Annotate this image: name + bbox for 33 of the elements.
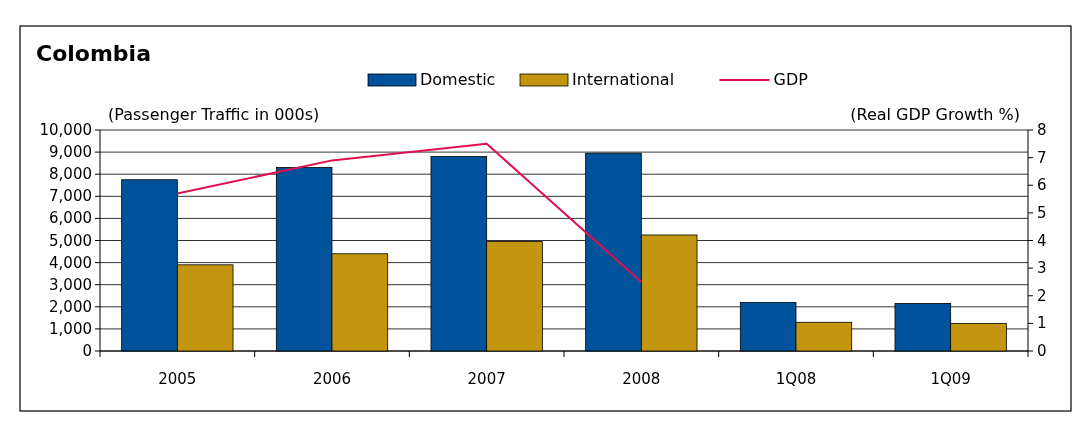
legend-label: Domestic: [420, 70, 496, 89]
y-tick-label: 5,000: [49, 231, 92, 250]
y-tick-label: 0: [82, 342, 92, 360]
y2-tick-label: 8: [1037, 121, 1047, 139]
y-tick-label: 3,000: [49, 275, 92, 294]
y-tick-label: 9,000: [49, 143, 92, 162]
y2-tick-label: 6: [1037, 176, 1047, 195]
y2-tick-label: 0: [1037, 342, 1047, 360]
line-series: [176, 142, 643, 283]
legend-label: International: [572, 70, 675, 89]
x-tick-label: 2007: [467, 370, 506, 388]
y-tick-label: 4,000: [49, 253, 92, 272]
y-tick-label: 6,000: [49, 209, 92, 228]
x-tick-label: 1Q09: [930, 370, 971, 388]
x-tick-label: 1Q08: [775, 370, 817, 388]
y-axis-title: (Passenger Traffic in 000s): [108, 105, 320, 124]
y2-tick-label: 3: [1037, 259, 1047, 278]
chart-title: Colombia: [36, 41, 151, 66]
y2-tick-label: 2: [1037, 286, 1047, 305]
y2-axis-title: (Real GDP Growth %): [850, 105, 1020, 124]
y-tick-label: 8,000: [49, 165, 92, 184]
legend-label: GDP: [773, 70, 809, 89]
y-tick-label: 10,000: [39, 121, 92, 139]
x-tick-label: 2006: [312, 370, 352, 388]
y-tick-label: 2,000: [49, 297, 92, 316]
y2-tick-label: 5: [1037, 203, 1047, 222]
y-tick-label: 1,000: [49, 319, 92, 338]
y2-tick-label: 7: [1037, 148, 1047, 167]
y2-tick-label: 4: [1037, 231, 1047, 250]
y2-tick-label: 1: [1037, 314, 1047, 333]
x-tick-label: 2008: [622, 370, 661, 388]
x-tick-label: 2005: [158, 370, 197, 388]
y-tick-label: 7,000: [49, 187, 92, 206]
